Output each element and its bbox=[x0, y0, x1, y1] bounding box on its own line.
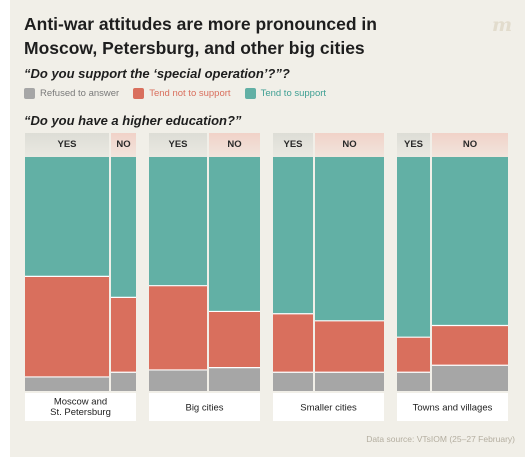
header-label-no-1: NO bbox=[227, 139, 241, 150]
bar-support-no-1 bbox=[209, 157, 260, 312]
header-no-0 bbox=[111, 133, 136, 157]
bar-refused-yes-3 bbox=[397, 372, 430, 391]
legend-swatch-support bbox=[244, 87, 256, 99]
brand-logo: m bbox=[492, 14, 513, 36]
bar-support-no-0 bbox=[111, 157, 136, 298]
bar-refused-yes-0 bbox=[25, 376, 109, 391]
legend-label-support: Tend to support bbox=[260, 87, 327, 99]
legend: Refused to answer Tend not to support Te… bbox=[24, 86, 340, 100]
bar-not-support-no-3 bbox=[432, 325, 508, 366]
question-support: “Do you support the ‘special operation’?… bbox=[24, 66, 290, 81]
header-label-yes-2: YES bbox=[283, 139, 302, 150]
question-education-text: Do you have a higher education? bbox=[30, 113, 235, 128]
legend-label-not-support: Tend not to support bbox=[149, 87, 231, 99]
header-label-yes-0: YES bbox=[57, 139, 76, 150]
bar-not-support-no-2 bbox=[315, 320, 384, 373]
header-label-no-3: NO bbox=[463, 139, 477, 150]
group-label-0-line-1: St. Petersburg bbox=[50, 407, 111, 418]
header-no-3 bbox=[432, 133, 508, 157]
header-yes-3 bbox=[397, 133, 430, 157]
group-label-1-line-0: Big cities bbox=[185, 403, 223, 414]
header-no-2 bbox=[315, 133, 384, 157]
bar-refused-yes-2 bbox=[273, 372, 313, 391]
bar-not-support-yes-0 bbox=[25, 276, 109, 377]
bar-not-support-no-0 bbox=[111, 297, 136, 373]
group-label-0-line-0: Moscow and bbox=[54, 397, 107, 408]
bar-support-no-3 bbox=[432, 157, 508, 326]
data-source: Data source: VTsIOM (25–27 February) bbox=[366, 434, 515, 444]
group-label-box-0 bbox=[25, 393, 136, 421]
header-yes-0 bbox=[25, 133, 109, 157]
question-support-text: Do you support the ‘special operation’? bbox=[30, 66, 276, 81]
group-label-box-1 bbox=[149, 393, 260, 421]
legend-label-refused: Refused to answer bbox=[40, 87, 120, 99]
bar-not-support-yes-3 bbox=[397, 337, 430, 373]
legend-item-support: Tend to support bbox=[244, 87, 327, 99]
header-label-no-0: NO bbox=[116, 139, 130, 150]
group-label-3-line-0: Towns and villages bbox=[413, 403, 493, 414]
group-label-box-3 bbox=[397, 393, 508, 421]
legend-item-not-support: Tend not to support bbox=[133, 87, 231, 99]
bar-refused-no-2 bbox=[315, 372, 384, 391]
header-no-1 bbox=[209, 133, 260, 157]
chart-title: Anti-war attitudes are more pronounced i… bbox=[24, 14, 377, 58]
bar-support-yes-2 bbox=[273, 157, 313, 314]
legend-swatch-refused bbox=[24, 87, 35, 99]
bar-not-support-yes-1 bbox=[149, 285, 207, 370]
bar-refused-no-3 bbox=[432, 365, 508, 391]
bar-support-no-2 bbox=[315, 157, 384, 321]
bar-refused-no-0 bbox=[111, 372, 136, 391]
bar-not-support-no-1 bbox=[209, 311, 260, 368]
header-label-yes-3: YES bbox=[404, 139, 423, 150]
group-label-2-line-0: Smaller cities bbox=[300, 403, 357, 414]
header-label-yes-1: YES bbox=[168, 139, 187, 150]
legend-swatch-not-support bbox=[133, 87, 145, 99]
bar-refused-no-1 bbox=[209, 367, 260, 391]
legend-item-refused: Refused to answer bbox=[24, 87, 120, 99]
bar-support-yes-3 bbox=[397, 157, 430, 338]
header-yes-1 bbox=[149, 133, 207, 157]
bar-support-yes-0 bbox=[25, 157, 109, 277]
bar-refused-yes-1 bbox=[149, 369, 207, 391]
header-label-no-2: NO bbox=[342, 139, 356, 150]
group-label-box-2 bbox=[273, 393, 384, 421]
bar-not-support-yes-2 bbox=[273, 313, 313, 373]
question-education: “Do you have a higher education?” bbox=[24, 113, 242, 128]
header-yes-2 bbox=[273, 133, 313, 157]
bar-support-yes-1 bbox=[149, 157, 207, 286]
